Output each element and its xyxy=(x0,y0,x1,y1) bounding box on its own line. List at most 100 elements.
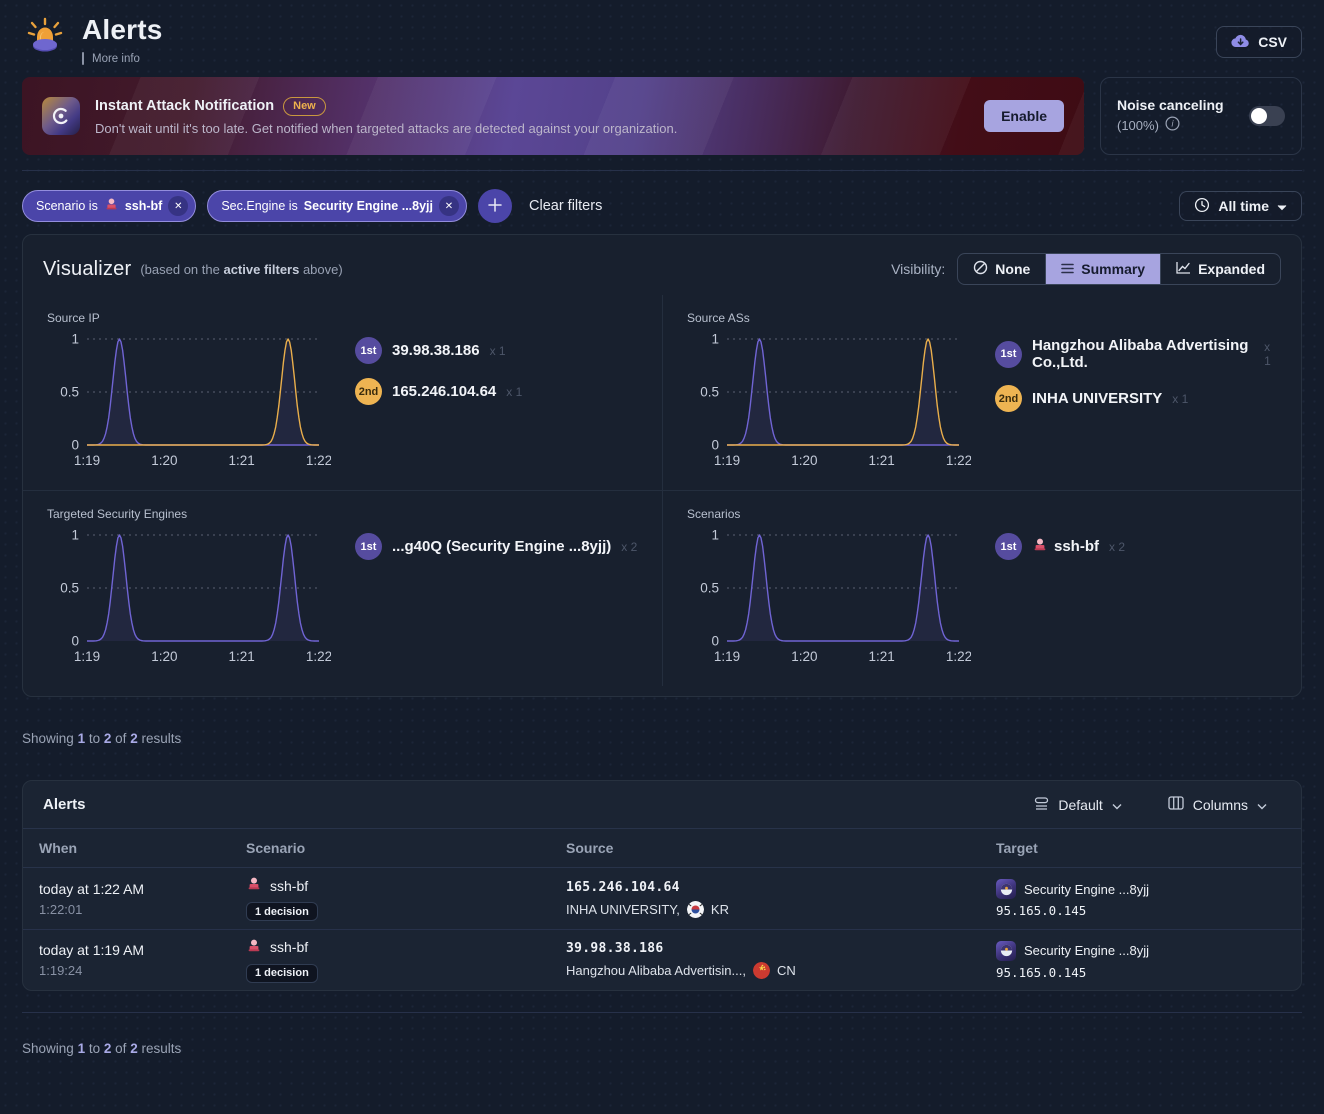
table-row[interactable]: today at 1:22 AM 1:22:01 ssh-bf 1 decisi… xyxy=(23,868,1301,929)
close-icon[interactable]: ✕ xyxy=(439,196,459,216)
technologist-emoji-icon xyxy=(104,197,119,215)
chart-title: Targeted Security Engines xyxy=(47,507,188,521)
noise-canceling-card: Noise canceling (100%) i xyxy=(1100,77,1302,155)
close-icon[interactable]: ✕ xyxy=(168,196,189,216)
notification-swirl-icon xyxy=(42,97,80,135)
legend-item[interactable]: 1st Hangzhou Alibaba Advertising Co.,Ltd… xyxy=(995,337,1277,371)
noise-canceling-value: (100%) xyxy=(1117,117,1159,133)
new-badge: New xyxy=(283,96,326,116)
density-dropdown[interactable]: Default xyxy=(1034,796,1122,813)
visualizer-card: Visualizer (based on the active filters … xyxy=(22,234,1302,697)
chevron-down-icon xyxy=(1277,198,1287,214)
legend-item[interactable]: 2nd 165.246.104.64 x 1 xyxy=(355,378,522,405)
svg-text:0.5: 0.5 xyxy=(60,385,79,400)
legend-item[interactable]: 1st ssh-bf x 2 xyxy=(995,533,1125,560)
svg-text:1:19: 1:19 xyxy=(714,649,740,664)
source-org: INHA UNIVERSITY, xyxy=(566,901,680,917)
info-icon[interactable]: i xyxy=(1165,116,1180,137)
svg-text:1:21: 1:21 xyxy=(869,649,895,664)
country-code: CN xyxy=(776,963,796,978)
chart-title: Scenarios xyxy=(687,507,741,521)
more-info-link[interactable]: More info xyxy=(82,52,163,65)
scenarios-panel: Scenarios 1 0.5 0 1:19 1:20 1:21 1:22 1st ssh-… xyxy=(662,490,1301,686)
rank-badge: 2nd xyxy=(995,385,1022,412)
results-summary-top: Showing 1 to 2 of 2 results xyxy=(22,731,182,746)
columns-icon xyxy=(1168,796,1184,813)
svg-text:0: 0 xyxy=(71,634,79,649)
rank-badge: 1st xyxy=(355,533,382,560)
svg-text:0: 0 xyxy=(71,438,79,453)
svg-text:0.5: 0.5 xyxy=(700,581,719,596)
results-summary-bottom: Showing 1 to 2 of 2 results xyxy=(22,1041,182,1056)
scenario-name: ssh-bf xyxy=(270,877,309,894)
visibility-expanded-button[interactable]: Expanded xyxy=(1160,254,1280,284)
page-header: Alerts More info CSV xyxy=(22,0,1302,65)
source-ass-panel: Source ASs 1 0.5 0 1:19 1:20 1:21 1:22 1st Han… xyxy=(662,295,1301,490)
columns-dropdown[interactable]: Columns xyxy=(1168,796,1267,813)
noise-canceling-toggle[interactable] xyxy=(1249,106,1285,126)
visibility-summary-button[interactable]: Summary xyxy=(1045,254,1161,284)
svg-text:1:20: 1:20 xyxy=(791,453,817,468)
source-ip-panel: Source IP 1 0.5 0 1:19 1:20 1:21 1:22 1st 39.9… xyxy=(23,295,662,490)
source-ip: 39.98.38.186 xyxy=(566,941,664,956)
visibility-label: Visibility: xyxy=(891,261,946,277)
cn-flag-icon: ★ xyxy=(752,962,770,979)
divider-bar xyxy=(82,52,84,65)
svg-text:0.5: 0.5 xyxy=(60,581,79,596)
alert-time: today at 1:19 AM xyxy=(39,942,145,958)
svg-text:1:19: 1:19 xyxy=(714,453,740,468)
table-row[interactable]: today at 1:19 AM 1:19:24 ssh-bf 1 decisi… xyxy=(23,929,1301,990)
table-title: Alerts xyxy=(43,796,86,813)
target-ip: 95.165.0.145 xyxy=(996,964,1087,980)
list-icon xyxy=(1061,261,1075,277)
target-ip: 95.165.0.145 xyxy=(996,903,1087,918)
legend-item[interactable]: 1st ...g40Q (Security Engine ...8yjj) x … xyxy=(355,533,637,560)
legend-item[interactable]: 2nd INHA UNIVERSITY x 1 xyxy=(995,385,1277,412)
visualizer-subtitle: (based on the active filters above) xyxy=(140,261,343,277)
svg-text:1: 1 xyxy=(711,332,719,347)
svg-text:1:22: 1:22 xyxy=(946,453,971,468)
visualizer-grid: Source IP 1 0.5 0 1:19 1:20 1:21 1:22 1st 39.9… xyxy=(23,291,1301,696)
filter-bar: Scenario is ssh-bf ✕ Sec.Engine is Secur… xyxy=(22,189,1302,223)
legend-item[interactable]: 1st 39.98.38.186 x 1 xyxy=(355,337,522,364)
filter-chip-scenario[interactable]: Scenario is ssh-bf ✕ xyxy=(22,190,197,222)
column-header-when: When xyxy=(39,840,78,856)
noise-canceling-label: Noise canceling xyxy=(1117,97,1224,114)
svg-text:0: 0 xyxy=(711,438,719,453)
plus-icon xyxy=(487,197,503,216)
security-engine-icon xyxy=(996,940,1016,961)
rows-density-icon xyxy=(1034,796,1049,813)
chevron-down-icon xyxy=(1112,797,1122,813)
target-name: Security Engine ...8yjj xyxy=(1024,943,1150,958)
svg-text:1:22: 1:22 xyxy=(946,649,971,664)
column-header-scenario: Scenario xyxy=(246,840,306,856)
chart-title: Source IP xyxy=(47,311,100,325)
add-filter-button[interactable] xyxy=(478,189,512,223)
enable-button[interactable]: Enable xyxy=(984,100,1064,132)
technologist-emoji-icon xyxy=(246,876,262,895)
filter-chip-engine[interactable]: Sec.Engine is Security Engine ...8yjj ✕ xyxy=(207,190,467,222)
target-name: Security Engine ...8yjj xyxy=(1024,881,1150,897)
footer-divider xyxy=(22,1012,1302,1013)
time-range-button[interactable]: All time xyxy=(1179,191,1302,221)
scenario-name: ssh-bf xyxy=(270,939,309,955)
svg-text:1:22: 1:22 xyxy=(306,649,331,664)
visibility-segmented-control: None Summary Expanded xyxy=(957,253,1281,285)
svg-text:1:20: 1:20 xyxy=(791,649,817,664)
instant-attack-banner: Instant Attack Notification New Don't wa… xyxy=(22,77,1084,155)
svg-text:1:21: 1:21 xyxy=(869,453,895,468)
svg-text:1:21: 1:21 xyxy=(229,453,255,468)
targeted-engines-chart: 1 0.5 01:19 1:20 1:21 1:22 xyxy=(60,528,332,665)
rank-badge: 1st xyxy=(355,337,382,364)
visibility-none-button[interactable]: None xyxy=(958,254,1045,284)
csv-export-button[interactable]: CSV xyxy=(1216,26,1302,58)
header-divider xyxy=(22,170,1302,171)
svg-text:1:19: 1:19 xyxy=(74,453,100,468)
rank-badge: 1st xyxy=(995,340,1022,368)
svg-text:0.5: 0.5 xyxy=(700,385,719,400)
source-ass-chart: 1 0.5 01:19 1:20 1:21 1:22 xyxy=(700,332,972,469)
clear-filters-link[interactable]: Clear filters xyxy=(529,198,603,214)
svg-text:0: 0 xyxy=(711,634,719,649)
table-header-row: When Scenario Source Target xyxy=(23,828,1301,868)
alerts-table-card: Alerts Default Columns xyxy=(22,780,1302,991)
